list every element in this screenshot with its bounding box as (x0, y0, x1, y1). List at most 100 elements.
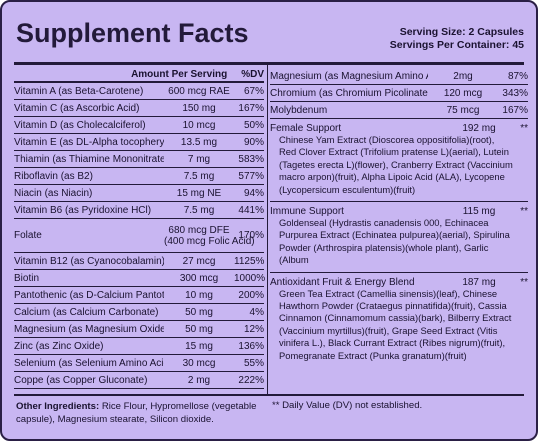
right-table: Magnesium (as Magnesium Amino Acid Chela… (270, 68, 528, 367)
nutrient-row: Vitamin E (as DL-Alpha tocopheryl acetat… (14, 134, 264, 151)
daily-value: 1000% (234, 272, 266, 284)
daily-value: 94% (243, 187, 264, 199)
nutrient-name: Coppe (as Copper Gluconate) (14, 374, 148, 386)
other-label: Other Ingredients: (16, 401, 100, 412)
daily-value: 87% (507, 70, 528, 82)
amount: 600 mcg RAE (168, 85, 230, 97)
servings-per-container: Servings Per Container: 45 (389, 39, 524, 51)
blend-header: Antioxidant Fruit & Energy Blend 187 mg ** (270, 277, 528, 288)
nutrient-row: Folate 680 mcg DFE (400 mcg Folic Acid) 170… (14, 219, 264, 253)
amount-cell: 13.5 mg (164, 137, 234, 148)
rule (14, 394, 524, 396)
amount-cell: 10 mg (164, 290, 234, 301)
amount-cell: 120 mcg (428, 88, 498, 99)
daily-value: 90% (243, 136, 264, 148)
amount: 50 mg (185, 306, 213, 318)
blend-header: Immune Support 115 mg ** (270, 206, 528, 217)
amount-cell: 50 mg (164, 307, 234, 318)
amount: 680 mcg DFE (168, 224, 230, 236)
amount: 10 mg (185, 289, 213, 301)
nutrient-row: Selenium (as Selenium Amino Acid Chelate… (14, 355, 264, 372)
nutrient-row: Pantothenic (as D-Calcium Pantothenate) 1… (14, 287, 264, 304)
other-ingredients: Other Ingredients: Rice Flour, Hypromell… (16, 400, 264, 426)
blend-dv: ** (520, 123, 528, 134)
nutrient-row: Vitamin C (as Ascorbic Acid) 150 mg 167% (14, 100, 264, 117)
divider (267, 65, 268, 395)
blend-amount: 187 mg (462, 276, 496, 288)
blend-name: Female Support (270, 123, 342, 134)
amount-cell: 2mg (428, 71, 498, 82)
nutrient-name: Chromium (as Chromium Picolinate) (270, 87, 428, 99)
daily-value: 1125% (234, 255, 265, 267)
daily-value: 4% (249, 306, 264, 318)
blend-name: Antioxidant Fruit & Energy Blend (270, 276, 415, 288)
amount-note: (400 mcg Folic Acid) (164, 235, 255, 247)
blend-header: Female Support 192 mg ** (270, 123, 528, 134)
nutrient-row: Vitamin B12 (as Cyanocobalamin) 27 mcg 112… (14, 253, 264, 270)
amount: 150 mg (182, 102, 216, 114)
blend-amount: 192 mg (462, 123, 496, 134)
nutrient-name: Vitamin A (as Beta-Carotene) (14, 85, 144, 97)
column-header: %DV (241, 69, 264, 80)
amount: 7 mg (187, 153, 211, 165)
amount: 120 mcg (443, 87, 483, 99)
nutrient-name: Calcium (as Calcium Carbonate) (14, 306, 159, 318)
daily-value: 167% (238, 102, 264, 114)
amount: 7.5 mg (183, 204, 215, 216)
nutrient-name: Biotin (14, 272, 40, 284)
amount: 10 mcg (182, 119, 216, 131)
nutrient-row: Niacin (as Niacin) 15 mg NE 94% (14, 185, 264, 202)
amount: 2mg (453, 70, 473, 82)
amount: 15 mg (185, 340, 213, 352)
amount-cell: 600 mcg RAE (164, 86, 234, 97)
other-text: Rice Flour, Hypromellose (vegetable caps… (16, 401, 257, 425)
nutrient-row: Chromium (as Chromium Picolinate) 120 mcg… (270, 85, 528, 102)
nutrient-name: Riboflavin (as B2) (14, 170, 93, 182)
nutrient-row: Vitamin D (as Cholecalciferol) 10 mcg 50% (14, 117, 264, 134)
amount-cell: 7 mg (164, 154, 234, 165)
blend: Immune Support 115 mg ** Goldenseal (Hydras… (270, 202, 528, 273)
daily-value: 167% (502, 104, 528, 116)
nutrient-row: Coppe (as Copper Gluconate) 2 mg 222% (14, 372, 264, 389)
amount-cell: 2 mg (164, 375, 234, 386)
daily-value: 170% (238, 230, 264, 241)
nutrient-name: Magnesium (as Magnesium Amino Acid Chela… (270, 70, 428, 82)
daily-value: 67% (243, 85, 264, 97)
amount: 300 mcg (179, 272, 219, 284)
title: Supplement Facts (16, 18, 249, 48)
nutrient-row: Zinc (as Zinc Oxide) 15 mg 136% (14, 338, 264, 355)
daily-value: 55% (243, 357, 264, 369)
nutrient-row: Calcium (as Calcium Carbonate) 50 mg 4% (14, 304, 264, 321)
nutrient-row: Vitamin B6 (as Pyridoxine HCl) 7.5 mg 441% (14, 202, 264, 219)
nutrient-name: Pantothenic (as D-Calcium Pantothenate) (14, 289, 164, 301)
blend-ingredients: Green Tea Extract (Camellia sinensis)(le… (279, 287, 512, 361)
blend-amount: 115 mg (462, 206, 496, 218)
amount-cell: 27 mcg (164, 256, 234, 267)
nutrient-name: Vitamin C (as Ascorbic Acid) (14, 102, 140, 114)
blend-ingredients: Chinese Yam Extract (Dioscorea oppositif… (279, 134, 513, 195)
daily-value: 577% (238, 170, 264, 182)
amount-cell: 150 mg (164, 103, 234, 114)
nutrient-table: Amount Per Serving %DV Vitamin A (as Bet… (14, 68, 266, 389)
nutrient-row: Magnesium (as Magnesium Amino Acid Chela… (270, 68, 528, 85)
amount: 13.5 mg (180, 136, 218, 148)
daily-value: 12% (243, 323, 264, 335)
amount: 27 mcg (182, 255, 216, 267)
nutrient-name: Vitamin B12 (as Cyanocobalamin) (14, 255, 164, 267)
amount-cell: 15 mg NE (164, 188, 234, 199)
amount-cell: 50 mg (164, 324, 234, 335)
blend: Antioxidant Fruit & Energy Blend 187 mg **… (270, 273, 528, 367)
daily-value: 50% (243, 119, 264, 131)
blend-name: Immune Support (270, 206, 344, 218)
serving-info: Serving Size: 2 Capsules Servings Per Co… (390, 26, 524, 52)
nutrient-name: Molybdenum (270, 104, 328, 116)
nutrient-name: Thiamin (as Thiamine Mononitrate) (14, 153, 164, 165)
nutrient-name: Selenium (as Selenium Amino Acid Chelate… (14, 357, 164, 369)
amount-cell: 680 mcg DFE (400 mcg Folic Acid) (164, 224, 255, 247)
amount-cell: 75 mcg (428, 105, 498, 116)
blend: Female Support 192 mg ** Chinese Yam Extrac… (270, 119, 528, 203)
amount-cell: 15 mg (164, 341, 234, 352)
daily-value: 343% (502, 87, 528, 99)
nutrient-name: Magnesium (as Magnesium Oxide) (14, 323, 164, 335)
